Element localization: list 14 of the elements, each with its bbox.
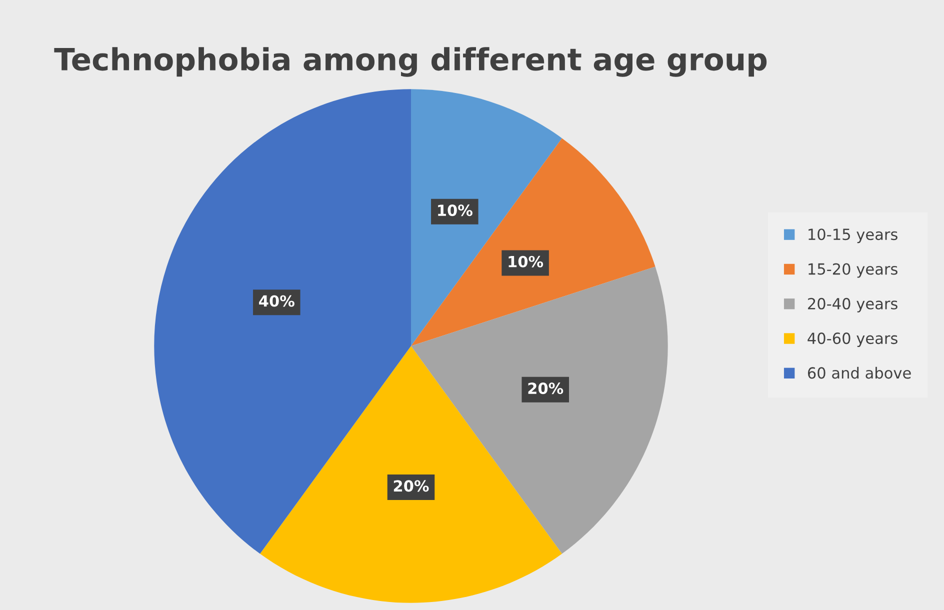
legend-label: 10-15 years (808, 228, 898, 244)
data-label: 40% (259, 295, 294, 307)
pie-slice (411, 138, 656, 346)
legend-label: 20-40 years (808, 298, 898, 312)
pie-slice (411, 89, 562, 346)
chart-title: Technophobia among different age group (54, 47, 767, 77)
data-label: 10% (508, 256, 544, 268)
data-label: 10% (438, 204, 472, 216)
data-label: 20% (394, 480, 429, 492)
pie-slice (260, 346, 562, 603)
legend-label: 15-20 years (808, 263, 898, 278)
legend-label: 60 and above (808, 366, 911, 379)
legend-label: 40-60 years (808, 332, 898, 348)
data-label: 20% (528, 382, 564, 394)
